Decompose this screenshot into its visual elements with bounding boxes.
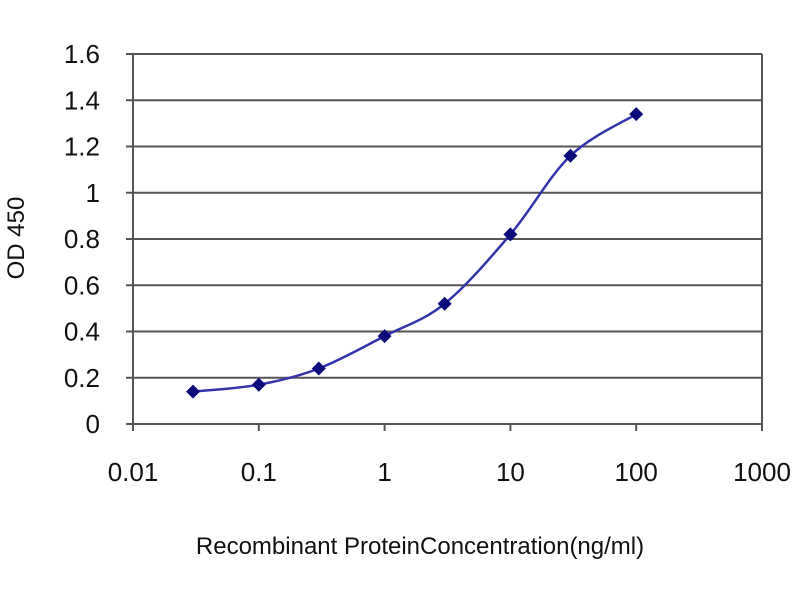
y-tick-label: 0 [86,409,100,439]
x-tick-label: 10 [496,457,525,487]
plot-area-frame [126,53,763,431]
data-point-marker [503,227,518,242]
data-point-marker [629,107,644,122]
y-tick-label: 0.6 [64,270,100,300]
y-axis-tick-labels: 0 0.2 0.4 0.6 0.8 1 1.2 1.4 1.6 [64,39,100,439]
y-tick-label: 1.2 [64,132,100,162]
data-point-marker [186,384,201,399]
grid-lines [133,53,762,379]
data-point-marker [251,377,266,392]
data-point-marker [377,329,392,344]
y-tick-label: 1.4 [64,85,100,115]
x-axis-tick-labels: 0.01 0.1 1 10 100 1000 [108,457,791,487]
series-curve [186,107,644,399]
x-tick-label: 100 [615,457,658,487]
x-tick-label: 0.1 [241,457,277,487]
x-axis-title: Recombinant ProteinConcentration(ng/ml) [196,533,644,560]
y-tick-label: 0.8 [64,224,100,254]
y-tick-label: 0.4 [64,317,100,347]
y-tick-label: 1.6 [64,39,100,69]
x-tick-label: 1 [377,457,391,487]
y-tick-label: 1 [86,178,100,208]
x-tick-label: 1000 [733,457,791,487]
data-point-marker [563,148,578,163]
series-line [192,113,637,393]
y-tick-label: 0.2 [64,363,100,393]
data-point-marker [437,296,452,311]
y-axis-title: OD 450 [3,197,30,280]
data-point-marker [311,361,326,376]
x-tick-label: 0.01 [108,457,159,487]
